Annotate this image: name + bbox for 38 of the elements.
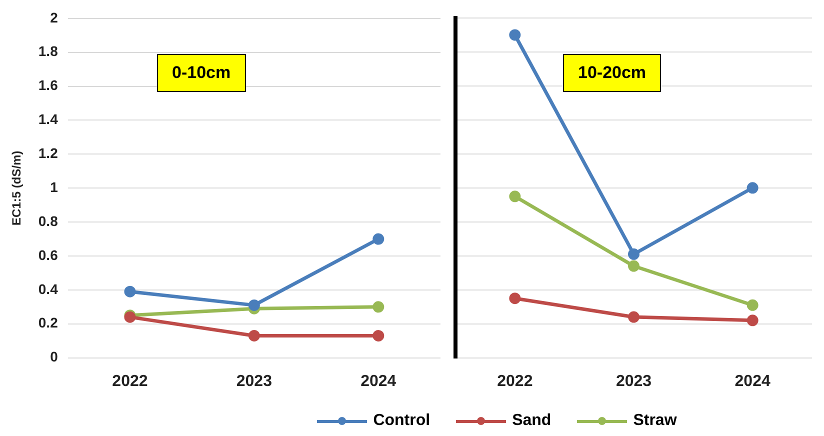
annotation: 10-20cm [563,54,662,92]
point [509,190,521,202]
point [372,330,384,342]
y-tick-label: 1.6 [38,77,58,94]
point [124,286,136,298]
x-tick-label: 2022 [497,372,533,390]
y-tick-label: 1.8 [38,43,58,60]
y-axis-title: EC1:5 (dS/m) [10,150,24,226]
x-tick-label: 2023 [236,372,272,390]
point [628,260,640,272]
y-tick-label: 0 [50,348,58,365]
point [248,299,260,311]
x-tick-label: 2023 [616,372,652,390]
point [248,330,260,342]
legend-label: Control [373,412,430,430]
y-tick-label: 1.2 [38,145,58,162]
annotation: 0-10cm [157,54,246,92]
y-tick-label: 0.2 [38,314,58,331]
y-tick-label: 1.4 [38,111,58,128]
x-tick-label: 2024 [734,372,770,390]
x-tick-label: 2022 [112,372,148,390]
point [372,301,384,313]
point [746,299,758,311]
y-tick-label: 1 [50,178,58,195]
y-tick-label: 0.6 [38,246,58,263]
point [746,314,758,326]
y-tick-label: 0.8 [38,212,58,229]
x-tick-label: 2024 [360,372,396,390]
point [746,182,758,194]
legend-label: Sand [512,412,552,430]
legend-label: Straw [633,412,677,430]
point [509,292,521,304]
point [509,29,521,41]
point [628,248,640,260]
y-tick-label: 2 [50,9,58,26]
y-tick-label: 0.4 [38,280,58,297]
point [628,311,640,323]
point [372,233,384,245]
